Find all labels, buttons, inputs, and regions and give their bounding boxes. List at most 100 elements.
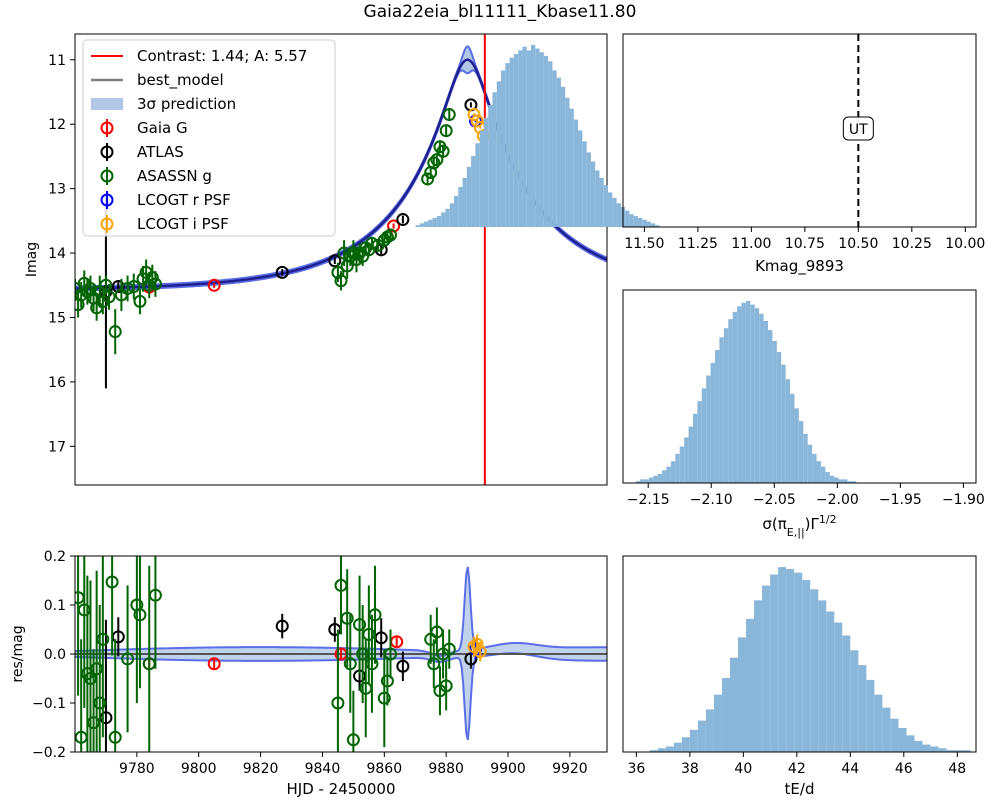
hist-bar [767, 330, 773, 483]
hist-bar [770, 574, 779, 752]
hist-bar [648, 477, 654, 483]
hist-bar [655, 225, 660, 227]
hist-bar [612, 197, 617, 227]
data-point [346, 733, 360, 747]
data-point [108, 730, 122, 744]
hist-bar [710, 362, 716, 483]
data-point [467, 108, 481, 122]
hist-bar [586, 152, 591, 227]
data-point [133, 608, 147, 622]
data-point [439, 124, 453, 138]
y-tick-label: −0.2 [32, 745, 66, 761]
data-point [353, 618, 367, 632]
hist-bar [914, 740, 923, 752]
data-point [421, 172, 435, 186]
hist-bar [462, 177, 467, 227]
hist-bar [763, 320, 768, 483]
y-axis-label: res/mag [10, 625, 26, 682]
hist-bar [825, 472, 830, 483]
hist-bar [762, 585, 771, 752]
hist-bar [684, 437, 689, 483]
x-tick-label: 48 [948, 761, 966, 777]
hist-bar [754, 308, 760, 483]
hist-bar [826, 611, 835, 752]
hist-bar [906, 735, 915, 752]
hist-bar [938, 748, 947, 752]
hist-bar [829, 475, 835, 483]
data-point [383, 228, 397, 242]
hist-bar [816, 461, 821, 483]
hist-bar [657, 473, 663, 483]
hist-bar [513, 54, 519, 227]
hist-bar [802, 580, 811, 752]
data-point [207, 278, 221, 292]
data-point [427, 156, 441, 170]
hist-bar [820, 466, 826, 483]
data-point [436, 144, 450, 158]
hist-bar [688, 426, 693, 483]
x-tick-label: 9840 [305, 761, 341, 777]
x-tick-label: 40 [734, 761, 752, 777]
hist-bar [582, 141, 587, 227]
hist-bar [475, 143, 480, 227]
y-tick-label: −0.1 [32, 696, 66, 712]
legend-handle [91, 98, 123, 110]
x-axis-label: σ(πE,||)Γ1/2 [762, 513, 836, 539]
hist-bar [644, 479, 649, 483]
hist-bar [721, 678, 730, 752]
hist-bar [603, 185, 609, 227]
hist-bar [496, 81, 502, 227]
hist-bar [834, 622, 843, 752]
hist-bar [922, 744, 931, 752]
data-point [396, 213, 410, 227]
data-point [442, 642, 456, 656]
residuals-plot-area [75, 556, 607, 752]
legend-label: Gaia G [137, 119, 188, 137]
hist-bar [728, 319, 733, 483]
hist-bar [565, 97, 570, 228]
hist-bar [790, 393, 795, 483]
y-tick-label: 14 [48, 246, 66, 262]
hist-bar [436, 216, 442, 227]
hist-bar [842, 479, 848, 483]
data-point [93, 696, 107, 710]
data-point [133, 294, 147, 308]
hist-bar [590, 161, 596, 227]
hist-bar [930, 746, 939, 752]
hist-bar [441, 212, 446, 227]
hist-bar [890, 718, 899, 752]
data-point [365, 657, 379, 671]
hist-frame [622, 289, 977, 484]
hist-bar [595, 170, 600, 227]
data-point [439, 679, 453, 693]
hist-bar [778, 567, 787, 752]
hist-bar [759, 313, 764, 483]
hist-bar [649, 750, 658, 752]
hist-frame [622, 33, 977, 228]
legend-handle [100, 121, 114, 135]
hist-bar [675, 453, 680, 483]
hist-bar [882, 707, 891, 752]
data-point [343, 657, 357, 671]
hist-bar [679, 446, 685, 483]
x-tick-label: 38 [681, 761, 699, 777]
hist-bar [466, 166, 472, 227]
hist-bar [692, 413, 698, 483]
data-point [111, 280, 125, 294]
data-point [470, 637, 484, 651]
hist-bar [599, 177, 604, 227]
hist-bar [954, 750, 963, 752]
hist-bar [633, 216, 638, 227]
x-tick-label: 46 [895, 761, 913, 777]
hist-bar [776, 351, 782, 483]
axis-label-part: σ(π [762, 515, 786, 533]
hist-frame [622, 555, 977, 753]
hist-bar [573, 119, 579, 227]
hist-bar [715, 350, 720, 483]
x-tick-label: 11.50 [624, 236, 664, 252]
data-point [331, 265, 345, 279]
x-tick-label: −2.10 [690, 492, 733, 508]
legend-handle [100, 193, 114, 207]
hist-bar [706, 375, 711, 483]
